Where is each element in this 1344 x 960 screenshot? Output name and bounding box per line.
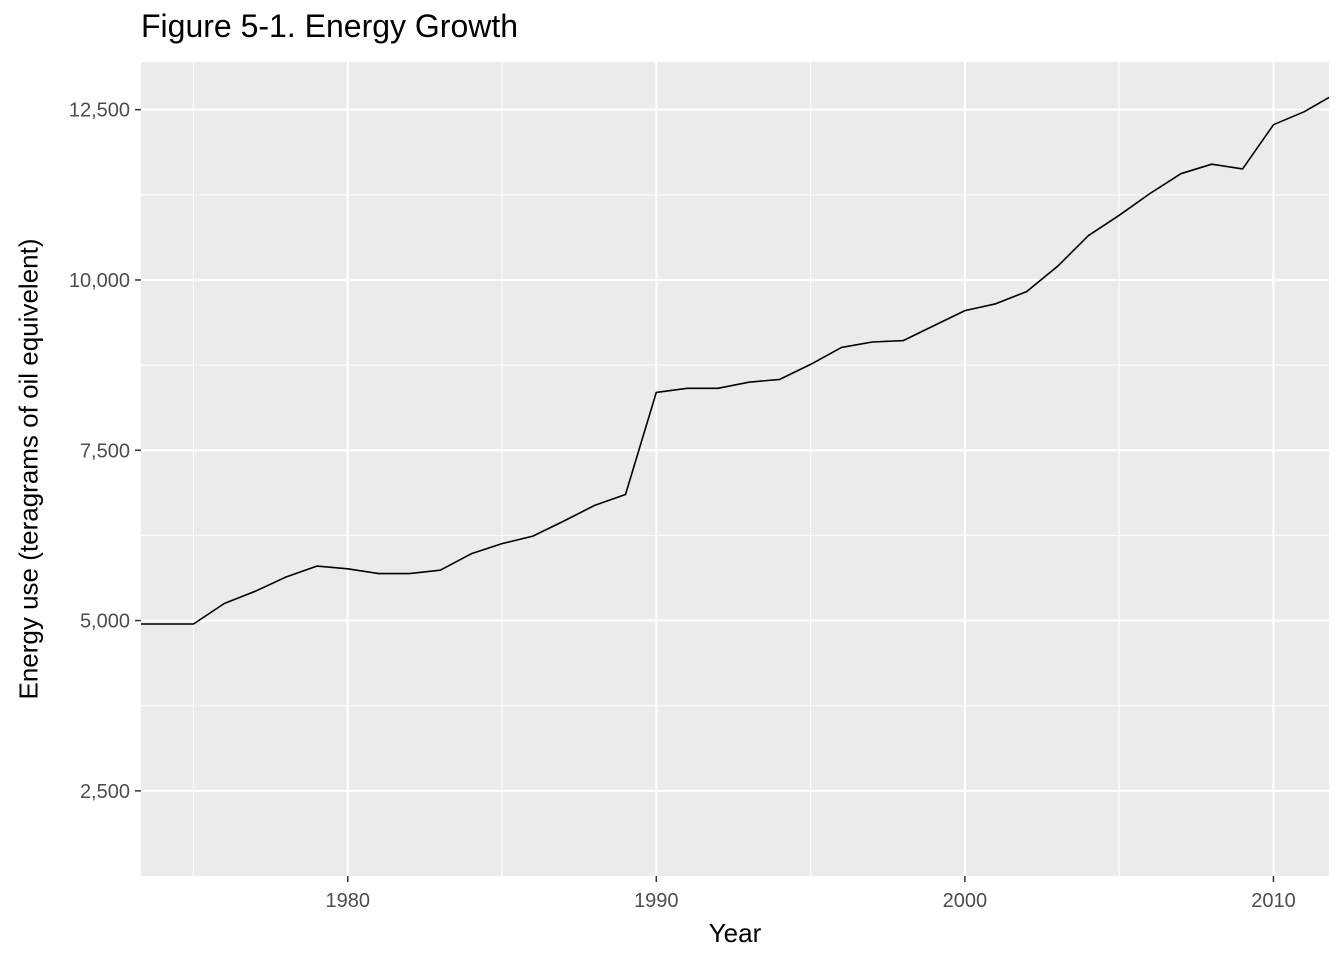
plot-panel — [141, 62, 1329, 876]
y-tick-label: 5,000 — [80, 611, 130, 633]
series-line — [141, 96, 1330, 625]
y-tick-label: 12,500 — [69, 100, 130, 122]
x-tick-label: 2000 — [943, 890, 988, 912]
y-axis: 2,500 5,000 7,500 10,000 12,500 — [69, 100, 141, 803]
x-tick-label: 1990 — [634, 890, 679, 912]
x-tick-label: 2010 — [1251, 890, 1296, 912]
chart-title: Figure 5-1. Energy Growth — [141, 8, 519, 44]
y-tick-label: 7,500 — [80, 440, 130, 462]
x-axis: 1980 1990 2000 2010 — [325, 876, 1296, 912]
major-gridlines — [141, 62, 1329, 876]
y-tick-label: 10,000 — [69, 270, 130, 292]
y-axis-label: Energy use (teragrams of oil equivelent) — [13, 238, 44, 700]
minor-gridlines — [141, 62, 1329, 876]
y-tick-label: 2,500 — [80, 781, 130, 803]
x-axis-label: Year — [708, 918, 762, 948]
x-tick-label: 1980 — [325, 890, 370, 912]
